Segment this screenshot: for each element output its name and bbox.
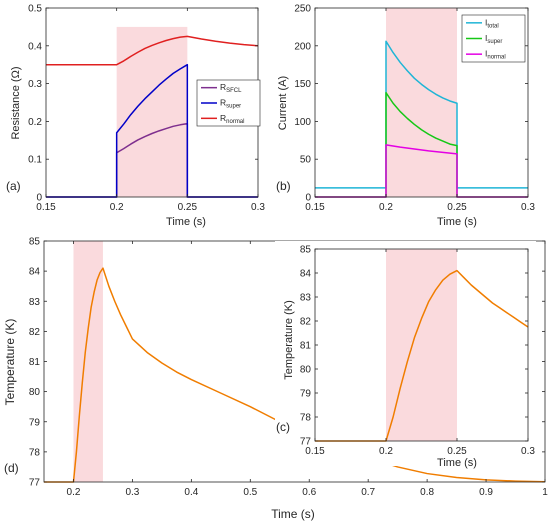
chart-a-xtick-label: 0.15 [36, 202, 56, 213]
chart-c-ylabel: Temperature (K) [283, 300, 295, 379]
chart-b-xtick-label: 0.15 [305, 202, 325, 213]
chart-c-xtick-label: 0.15 [305, 446, 325, 457]
chart-b-series-super-line [315, 91, 528, 198]
chart-c-ytick-label: 84 [300, 269, 312, 280]
chart-b-xtick-label: 0.2 [379, 202, 393, 213]
chart-b-ytick-label: 0 [305, 193, 311, 204]
chart-d-ytick-label: 77 [29, 478, 41, 489]
chart-b-xtick-label: 0.25 [447, 202, 467, 213]
chart-b-legend-label-super: Isuper [485, 33, 502, 45]
chart-b-panel-label: (b) [276, 179, 291, 193]
chart-a-series-super-line [46, 63, 258, 198]
chart-d-xtick-label: 1 [542, 487, 548, 498]
chart-c-xtick-label: 0.25 [447, 446, 467, 457]
chart-d-xtick-label: 0.2 [67, 487, 81, 498]
chart-c-xtick-label: 0.2 [379, 446, 393, 457]
chart-b-ytick-label: 200 [294, 41, 311, 52]
chart-b-ytick-label: 50 [300, 155, 312, 166]
chart-b-ytick-label: 150 [294, 79, 311, 90]
chart-d-ytick-label: 82 [29, 327, 41, 338]
chart-d-ytick-label: 80 [29, 387, 41, 398]
chart-a-series-normal-line [46, 35, 259, 66]
chart-c-ytick-label: 85 [300, 245, 312, 256]
chart-b-xtick-label: 0.3 [521, 202, 535, 213]
chart-b-legend-label-normal: Inormal [485, 49, 506, 61]
chart-c-ytick-label: 77 [300, 437, 312, 448]
chart-d-xlabel: Time (s) [271, 507, 315, 521]
chart-c-fault-shade [386, 249, 457, 441]
chart-a-resistance: 0.15 0.2 0.25 0.3 0 0.1 0.2 0.3 0.4 0.5 RSFCL Rsupe… [6, 4, 265, 229]
chart-b-fault-shade [386, 8, 457, 197]
chart-d-xtick-label: 0.7 [361, 487, 375, 498]
chart-d-panel-label: (d) [4, 461, 19, 475]
chart-d-xtick-label: 0.4 [184, 487, 198, 498]
chart-a-series-SFCL-line [46, 122, 258, 198]
chart-b-series-total-line [315, 40, 528, 189]
chart-a-legend: RSFCL Rsuper Rnormal [196, 79, 261, 127]
chart-b-legend-label-total: Itotal [485, 17, 499, 29]
chart-d-ytick-label: 81 [29, 357, 41, 368]
chart-a-ytick-label: 0.5 [28, 4, 42, 15]
chart-d-xtick-label: 0.5 [243, 487, 257, 498]
chart-b-ytick-label: 100 [294, 117, 311, 128]
chart-b-ytick-label: 250 [294, 4, 311, 15]
chart-c-panel-label: (c) [276, 420, 290, 434]
chart-c-ytick-label: 80 [300, 365, 312, 376]
chart-b-current: 0.15 0.2 0.25 0.3 0 50 100 150 200 250 Itotal Isupe… [276, 4, 535, 229]
chart-b-axes-box [314, 7, 529, 198]
chart-c-xtick-label: 0.3 [521, 446, 535, 457]
chart-a-ytick-label: 0.2 [28, 117, 42, 128]
chart-c-xlabel: Time (s) [437, 457, 477, 469]
chart-c-ytick-label: 83 [300, 293, 312, 304]
chart-a-ytick-label: 0.1 [28, 155, 42, 166]
chart-a-panel-label: (a) [6, 179, 21, 193]
chart-b-xlabel: Time (s) [437, 216, 477, 228]
chart-c-ytick-label: 81 [300, 341, 312, 352]
chart-a-ylabel: Resistance (Ω) [10, 66, 22, 139]
chart-d-xtick-label: 0.3 [125, 487, 139, 498]
chart-a-xlabel: Time (s) [166, 216, 206, 228]
chart-b-series-normal-line [315, 144, 528, 198]
chart-d-fault-shade [73, 241, 103, 482]
chart-a-legend-label-super: Rsuper [220, 98, 241, 110]
chart-d-ytick-label: 84 [29, 267, 41, 278]
chart-d-ylabel: Temperature (K) [3, 319, 17, 406]
chart-d-xtick-label: 0.6 [302, 487, 316, 498]
chart-a-ytick-label: 0.3 [28, 79, 42, 90]
chart-d-temperature: 0.2 0.3 0.4 0.5 0.6 0.7 0.8 0.9 1 77 78 79 80 81 82 83 8… [3, 237, 548, 522]
chart-d-ytick-label: 78 [29, 447, 41, 458]
chart-b-legend: Itotal Isuper Inormal [461, 14, 526, 63]
chart-c-ytick-label: 78 [300, 413, 312, 424]
chart-d-ytick-label: 85 [29, 237, 41, 248]
chart-d-xtick-label: 0.9 [479, 487, 493, 498]
chart-a-ytick-label: 0.4 [28, 41, 42, 52]
chart-a-xtick-label: 0.2 [110, 202, 124, 213]
chart-d-xtick-label: 0.8 [420, 487, 434, 498]
chart-a-xtick-label: 0.25 [178, 202, 198, 213]
chart-c-series-line-line [315, 269, 529, 442]
chart-d-ytick-label: 83 [29, 297, 41, 308]
chart-a-legend-label-normal: Rnormal [220, 113, 244, 125]
chart-a-xtick-label: 0.3 [251, 202, 265, 213]
chart-a-ytick-label: 0 [36, 193, 42, 204]
chart-a-fault-shade [116, 26, 188, 198]
chart-c-ytick-label: 79 [300, 389, 312, 400]
chart-c-ytick-label: 82 [300, 317, 312, 328]
chart-d-ytick-label: 79 [29, 417, 41, 428]
chart-b-ylabel: Current (A) [277, 76, 289, 130]
chart-a-legend-label-SFCL: RSFCL [220, 82, 242, 94]
chart-c-temperature-inset: 0.15 0.2 0.25 0.3 77 78 79 80 81 82 83 84 85 Temperat… [275, 241, 536, 469]
